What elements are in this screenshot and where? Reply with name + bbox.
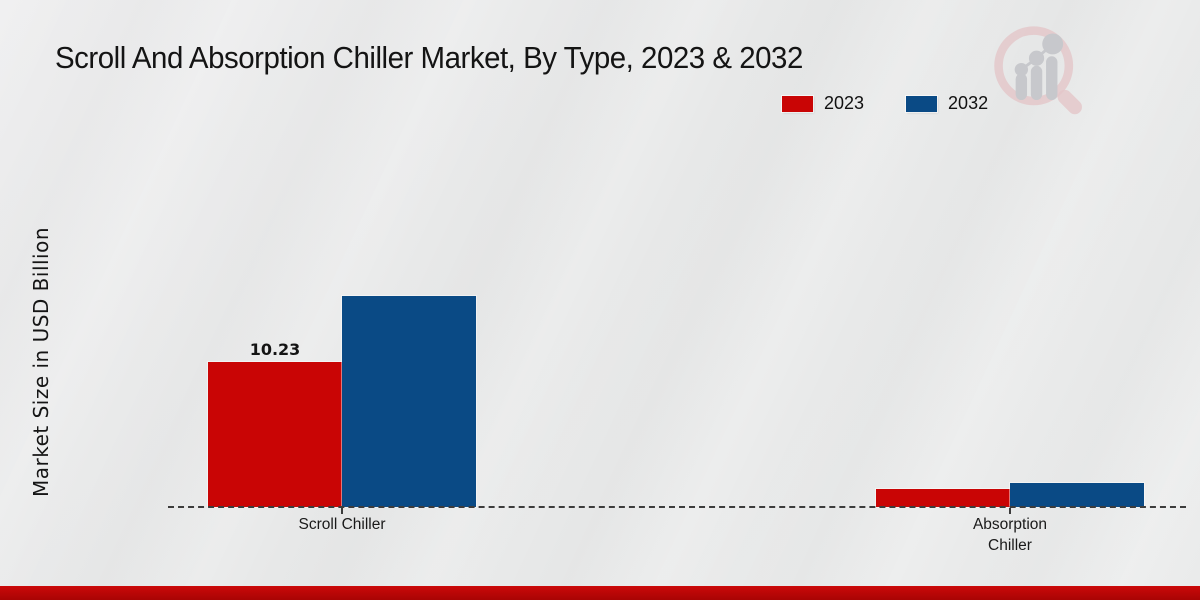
x-axis-tick: [1009, 508, 1011, 514]
legend-item-2032: 2032: [906, 93, 988, 114]
legend-swatch-2023: [782, 95, 813, 112]
legend-label: 2023: [824, 93, 865, 113]
x-axis-category-label: Scroll Chiller: [298, 516, 386, 533]
bar-2032-absorption-chiller: [1009, 482, 1145, 508]
legend: 2023 2032: [782, 93, 988, 114]
x-axis-tick: [341, 508, 343, 514]
footer-accent-band: [0, 586, 1200, 600]
bar-value-label: 10.23: [249, 340, 301, 359]
chart-title: Scroll And Absorption Chiller Market, By…: [55, 40, 803, 75]
bar-2023-scroll-chiller: [207, 361, 343, 508]
x-axis-baseline: [168, 506, 1186, 508]
magnifier-bar-chart-logo: [994, 26, 1082, 115]
bar-2032-scroll-chiller: [341, 295, 477, 508]
legend-label: 2032: [948, 93, 989, 113]
legend-item-2023: 2023: [782, 93, 864, 114]
x-axis-category-label: Absorption Chiller: [972, 516, 1048, 554]
bar-2023-absorption-chiller: [875, 488, 1011, 508]
legend-swatch-2032: [906, 95, 938, 112]
